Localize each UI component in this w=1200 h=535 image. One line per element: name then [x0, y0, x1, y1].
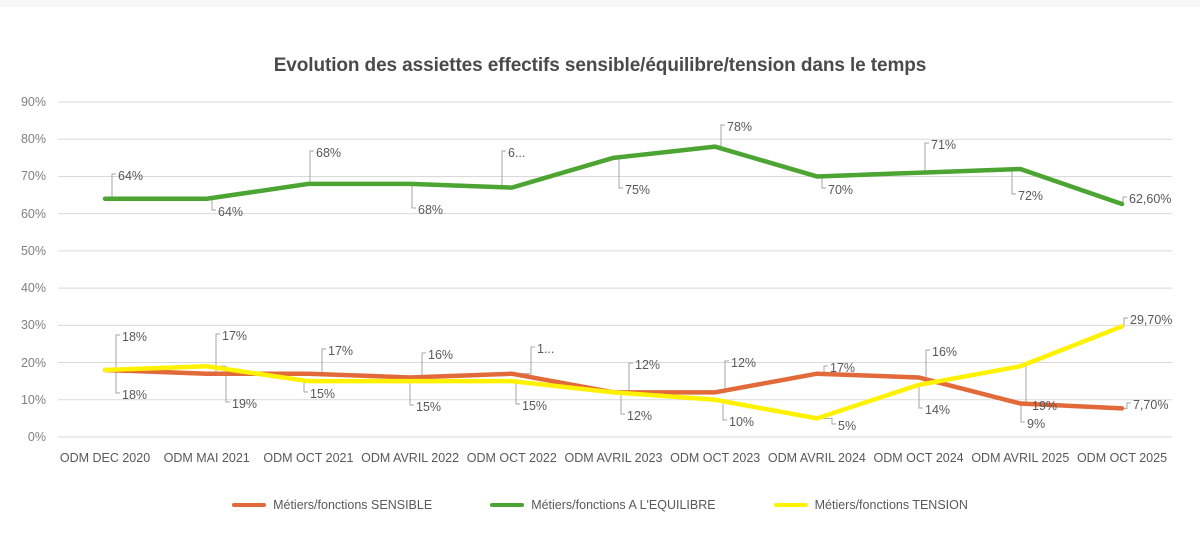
- data-label: 72%: [1018, 189, 1044, 203]
- y-axis-tick-label: 50%: [20, 243, 46, 258]
- data-label: 12%: [627, 409, 653, 423]
- data-label: 6...: [508, 146, 526, 160]
- data-label: 9%: [1027, 417, 1046, 431]
- x-axis-tick-label: ODM OCT 2023: [670, 451, 761, 465]
- data-label: 64%: [218, 205, 244, 219]
- data-label: 15%: [310, 387, 336, 401]
- chart-title: Evolution des assiettes effectifs sensib…: [273, 55, 927, 76]
- data-label: 15%: [522, 399, 548, 413]
- data-label: 17%: [222, 329, 248, 343]
- legend-item[interactable]: Métiers/fonctions SENSIBLE: [232, 498, 432, 512]
- y-axis-tick-label: 80%: [20, 132, 46, 147]
- legend-swatch-icon: [490, 503, 525, 507]
- x-axis-tick-label: ODM AVRIL 2025: [971, 451, 1070, 465]
- y-axis-tick-label: 30%: [20, 318, 46, 333]
- y-axis-tick-label: 90%: [20, 95, 46, 109]
- data-label: 29,70%: [1130, 313, 1173, 327]
- y-axis-tick-label: 0%: [27, 430, 46, 444]
- series-line-tension: [102, 324, 1125, 421]
- data-label: 75%: [625, 183, 651, 197]
- data-label: 68%: [316, 146, 342, 160]
- x-axis-tick-label: ODM OCT 2021: [263, 451, 354, 465]
- gridlines: [58, 101, 1172, 438]
- x-axis-tick-label: ODM MAI 2021: [163, 451, 250, 465]
- chart-legend: Métiers/fonctions SENSIBLE Métiers/foncti…: [0, 498, 1200, 512]
- x-axis-tick-label: ODM AVRIL 2024: [767, 451, 866, 465]
- x-axis-tick-label: ODM OCT 2022: [466, 451, 557, 465]
- data-label: 71%: [931, 138, 957, 152]
- x-axis-tick-label: ODM AVRIL 2022: [361, 451, 460, 465]
- data-label: 7,70%: [1133, 398, 1169, 412]
- data-label: 15%: [416, 400, 442, 414]
- data-label: 18%: [122, 388, 148, 402]
- data-label: 14%: [925, 403, 951, 417]
- legend-item[interactable]: Métiers/fonctions A L'EQUILIBRE: [490, 498, 716, 512]
- label-leader-lines: [105, 124, 1131, 425]
- data-label: 17%: [830, 361, 856, 375]
- y-axis-tick-label: 10%: [20, 392, 46, 407]
- data-label: 12%: [635, 358, 661, 372]
- legend-label: Métiers/fonctions A L'EQUILIBRE: [531, 498, 716, 512]
- top-edge-strip: [0, 0, 1200, 7]
- x-axis-tick-label: ODM OCT 2024: [873, 451, 964, 465]
- data-label: 70%: [828, 183, 854, 197]
- data-label: 68%: [418, 203, 444, 217]
- data-label: 16%: [428, 348, 454, 362]
- data-label: 64%: [118, 169, 144, 183]
- legend-item[interactable]: Métiers/fonctions TENSION: [773, 498, 968, 512]
- data-label: 62,60%: [1129, 192, 1172, 206]
- y-axis-tick-label: 20%: [20, 355, 46, 370]
- data-label: 78%: [727, 120, 753, 134]
- legend-swatch-icon: [773, 503, 808, 507]
- legend-label: Métiers/fonctions SENSIBLE: [273, 498, 433, 512]
- data-label: 18%: [122, 330, 148, 344]
- data-label: 16%: [932, 345, 958, 359]
- data-label: 19%: [1032, 399, 1058, 413]
- x-axis-tick-label: ODM OCT 2025: [1076, 451, 1168, 465]
- data-label: 10%: [729, 415, 755, 429]
- data-label: 12%: [731, 356, 757, 370]
- legend-swatch-icon: [232, 503, 267, 507]
- x-axis-tick-label: ODM AVRIL 2023: [564, 451, 663, 465]
- y-axis-tick-label: 40%: [20, 281, 46, 296]
- data-label: 1...: [537, 342, 555, 356]
- x-axis-tick-label: ODM DEC 2020: [59, 451, 151, 465]
- series-line-equilibre: [102, 144, 1125, 207]
- data-label: 19%: [232, 397, 258, 411]
- data-label: 17%: [328, 344, 354, 358]
- legend-label: Métiers/fonctions TENSION: [814, 498, 968, 512]
- y-axis-tick-label: 70%: [20, 169, 46, 184]
- y-axis-tick-label: 60%: [20, 206, 46, 221]
- data-label: 5%: [838, 419, 857, 433]
